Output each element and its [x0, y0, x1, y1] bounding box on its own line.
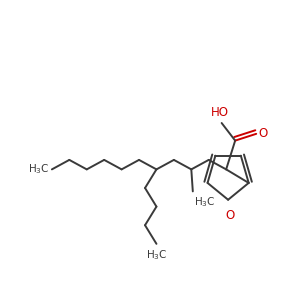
Text: O: O	[259, 127, 268, 140]
Text: H$_3$C: H$_3$C	[194, 195, 216, 209]
Text: H$_3$C: H$_3$C	[146, 249, 167, 262]
Text: H$_3$C: H$_3$C	[28, 163, 50, 176]
Text: HO: HO	[211, 106, 229, 119]
Text: O: O	[225, 209, 234, 222]
